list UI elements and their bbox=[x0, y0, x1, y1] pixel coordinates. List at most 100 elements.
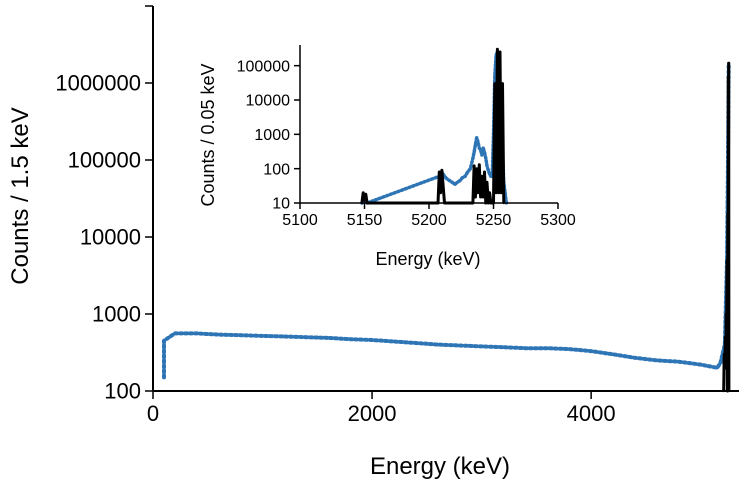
main-point-simulation bbox=[195, 331, 199, 335]
inset-x-tick-label: 5100 bbox=[282, 212, 318, 229]
main-point-measured bbox=[726, 212, 729, 215]
inset-point-measured bbox=[478, 163, 481, 166]
main-point-measured bbox=[724, 366, 728, 369]
inset-point-measured bbox=[488, 191, 491, 194]
inset-point-simulation bbox=[472, 150, 476, 154]
main-point-simulation bbox=[162, 339, 166, 343]
main-point-simulation bbox=[392, 339, 396, 344]
inset-point-simulation bbox=[476, 140, 480, 144]
inset-point-simulation bbox=[480, 153, 484, 157]
inset-point-measured bbox=[500, 191, 503, 194]
main-chart: 0 2000 4000 100 1000 10000 100000 1000000 Energ… bbox=[7, 5, 739, 480]
main-point-simulation bbox=[718, 361, 723, 365]
main-x-axis-label: Energy (keV) bbox=[370, 453, 510, 480]
inset-point-simulation bbox=[458, 179, 462, 183]
inset-y-tick-label: 10000 bbox=[246, 93, 291, 110]
main-point-simulation bbox=[611, 352, 615, 356]
inset-point-measured bbox=[442, 185, 445, 188]
main-point-simulation bbox=[633, 356, 637, 360]
main-point-simulation bbox=[458, 343, 462, 348]
main-point-simulation bbox=[260, 334, 265, 338]
main-point-measured bbox=[724, 336, 727, 339]
main-point-simulation bbox=[326, 336, 330, 340]
inset-point-simulation bbox=[460, 176, 465, 180]
main-point-measured bbox=[726, 366, 730, 369]
main-point-simulation bbox=[436, 343, 440, 347]
inset-point-simulation bbox=[475, 136, 479, 140]
main-x-tick-label: 0 bbox=[147, 401, 159, 426]
inset-background bbox=[300, 45, 558, 203]
main-point-measured bbox=[725, 259, 729, 262]
inset-point-measured bbox=[439, 191, 442, 194]
inset-point-measured bbox=[474, 195, 477, 199]
inset-point-measured bbox=[476, 191, 480, 194]
main-point-measured bbox=[723, 353, 726, 356]
main-ticks: 0 2000 4000 100 1000 10000 100000 1000000 bbox=[55, 5, 616, 426]
inset-y-axis-label: Counts / 0.05 keV bbox=[198, 63, 218, 206]
main-point-simulation bbox=[523, 346, 528, 350]
inset-x-tick-label: 5250 bbox=[476, 212, 512, 229]
inset-ticks: 5100 5150 5200 5250 5300 10 100 1000 10000 100000 bbox=[237, 58, 576, 229]
inset-point-measured bbox=[362, 191, 365, 194]
inset-y-tick-label: 1000 bbox=[254, 127, 290, 144]
inset-point-simulation bbox=[479, 148, 483, 152]
inset-point-measured bbox=[501, 82, 504, 85]
main-point-simulation bbox=[370, 338, 374, 342]
main-y-tick-label: 100 bbox=[104, 379, 141, 404]
main-point-simulation bbox=[699, 363, 703, 367]
inset-point-measured bbox=[485, 181, 489, 184]
inset-y-tick-label: 100 bbox=[263, 161, 290, 178]
inset-point-simulation bbox=[445, 177, 449, 181]
inset-point-simulation bbox=[484, 156, 488, 160]
inset-x-tick-label: 5150 bbox=[347, 212, 383, 229]
inset-point-simulation bbox=[473, 143, 477, 147]
main-point-measured bbox=[724, 312, 728, 316]
main-point-simulation bbox=[304, 335, 308, 339]
main-point-simulation bbox=[715, 366, 719, 370]
main-point-simulation bbox=[173, 331, 177, 335]
inset-point-measured bbox=[440, 169, 444, 172]
main-point-simulation bbox=[239, 333, 243, 337]
inset-point-simulation bbox=[486, 168, 490, 172]
inset-point-simulation bbox=[450, 180, 454, 184]
inset-point-simulation bbox=[471, 156, 475, 160]
inset-point-simulation bbox=[482, 150, 487, 154]
inset-point-simulation bbox=[466, 170, 470, 174]
main-point-simulation bbox=[501, 345, 506, 349]
inset-y-tick-label: 100000 bbox=[237, 58, 290, 75]
inset-chart: 5100 5150 5200 5250 5300 10 100 1000 10000 100000… bbox=[198, 45, 576, 269]
inset-point-measured bbox=[497, 191, 500, 194]
inset-point-simulation bbox=[493, 74, 497, 78]
inset-point-measured bbox=[479, 195, 482, 199]
main-point-simulation bbox=[282, 334, 286, 339]
main-point-simulation bbox=[348, 337, 352, 341]
main-point-measured bbox=[727, 75, 730, 79]
main-series-layer bbox=[162, 61, 731, 393]
main-point-simulation bbox=[545, 346, 549, 350]
inset-point-simulation bbox=[463, 174, 467, 178]
main-point-measured bbox=[725, 353, 728, 356]
inset-point-measured bbox=[475, 167, 478, 170]
inset-point-simulation bbox=[481, 146, 485, 150]
inset-x-tick-label: 5200 bbox=[411, 212, 447, 229]
inset-point-measured bbox=[482, 195, 485, 199]
main-y-tick-label: 10000 bbox=[80, 225, 141, 250]
main-point-simulation bbox=[567, 347, 571, 351]
inset-point-measured bbox=[364, 193, 367, 196]
inset-point-simulation bbox=[485, 164, 489, 168]
inset-point-simulation bbox=[468, 167, 472, 171]
inset-point-simulation bbox=[453, 182, 457, 186]
inset-series-measured bbox=[360, 47, 506, 205]
main-point-simulation bbox=[589, 349, 593, 353]
inset-y-tick-label: 10 bbox=[272, 196, 290, 213]
inset-point-measured bbox=[438, 170, 441, 174]
main-y-tick-label: 1000000 bbox=[55, 71, 141, 96]
inset-point-measured bbox=[483, 170, 486, 174]
inset-x-axis-label: Energy (keV) bbox=[375, 249, 480, 269]
main-y-axis-label: Counts / 1.5 keV bbox=[7, 107, 34, 284]
inset-point-measured bbox=[480, 175, 484, 178]
main-series-measured bbox=[722, 61, 731, 393]
main-point-simulation bbox=[414, 341, 418, 345]
inset-point-simulation bbox=[448, 179, 452, 183]
